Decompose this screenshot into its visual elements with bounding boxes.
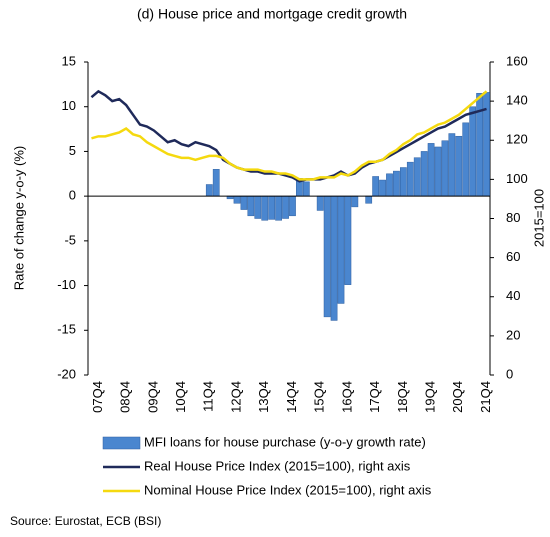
y-tick-label: 15	[62, 53, 76, 68]
y-tick-label: -5	[64, 232, 76, 247]
y2-tick-label: 80	[506, 210, 520, 225]
y-tick-label: -15	[57, 322, 76, 337]
legend-swatch	[102, 436, 141, 450]
x-tick-label: 07Q4	[90, 381, 105, 413]
bar	[205, 184, 213, 197]
bar	[275, 195, 282, 221]
bar	[469, 106, 477, 197]
legend-label: Nominal House Price Index (2015=100), ri…	[144, 482, 432, 497]
bar	[365, 195, 373, 204]
bar	[413, 157, 421, 197]
bar	[455, 135, 463, 197]
y2-tick-label: 20	[506, 327, 520, 342]
x-tick-label: 17Q4	[367, 381, 382, 413]
bar	[212, 169, 220, 197]
bar	[441, 140, 449, 197]
y-tick-label: -10	[57, 277, 76, 292]
bar	[233, 195, 241, 204]
bar	[462, 122, 470, 197]
x-tick-label: 20Q4	[450, 381, 465, 413]
x-tick-label: 18Q4	[395, 381, 410, 413]
y2-tick-label: 60	[506, 249, 520, 264]
y-axis-title: Rate of change y-o-y (%)	[11, 146, 26, 291]
y-tick-label: -20	[57, 366, 76, 381]
y-tick-label: 0	[69, 188, 76, 203]
x-tick-label: 14Q4	[284, 381, 299, 413]
x-tick-label: 21Q4	[478, 381, 493, 413]
line	[90, 89, 487, 183]
bar	[420, 151, 428, 197]
bar	[448, 133, 456, 197]
bar	[323, 195, 331, 318]
bar	[406, 161, 414, 197]
y2-tick-label: 140	[506, 93, 528, 108]
bar	[247, 195, 255, 217]
y2-tick-label: 160	[506, 53, 528, 68]
y2-tick-label: 120	[506, 132, 528, 147]
y-tick-label: 10	[62, 98, 76, 113]
bar	[483, 92, 490, 197]
y2-tick-label: 100	[506, 171, 528, 186]
y2-tick-label: 0	[506, 366, 513, 381]
x-tick-label: 13Q4	[256, 381, 271, 413]
bar	[240, 195, 248, 210]
x-tick-label: 08Q4	[118, 381, 133, 413]
source-note: Source: Eurostat, ECB (BSI)	[10, 514, 161, 528]
bar	[399, 167, 407, 197]
chart-title: (d) House price and mortgage credit grow…	[137, 6, 407, 22]
bar	[427, 143, 435, 197]
bar	[282, 195, 289, 219]
legend-label: MFI loans for house purchase (y-o-y grow…	[144, 434, 426, 449]
x-tick-label: 15Q4	[312, 381, 327, 413]
bar	[372, 176, 380, 197]
bar	[351, 195, 359, 208]
x-tick-label: 12Q4	[228, 381, 243, 413]
bar	[261, 195, 269, 221]
bar	[379, 179, 386, 197]
bar	[386, 173, 393, 197]
y-tick-label: 5	[69, 143, 76, 158]
x-tick-label: 10Q4	[173, 381, 188, 413]
x-tick-label: 09Q4	[145, 381, 160, 413]
legend-label: Real House Price Index (2015=100), right…	[144, 458, 411, 473]
x-tick-label: 11Q4	[201, 381, 216, 412]
bar	[330, 195, 338, 321]
bar	[434, 146, 442, 197]
x-tick-label: 16Q4	[339, 381, 354, 413]
bar	[476, 93, 483, 197]
bar	[254, 195, 262, 219]
x-tick-label: 19Q4	[423, 381, 438, 413]
bar	[337, 195, 345, 304]
bar	[393, 170, 400, 197]
line	[91, 90, 488, 181]
bar	[302, 181, 310, 197]
y2-tick-label: 40	[506, 288, 520, 303]
bar	[344, 195, 352, 285]
bar	[316, 195, 324, 211]
y2-axis-title: 2015=100	[531, 189, 546, 247]
bar	[268, 195, 276, 220]
bar	[289, 195, 296, 217]
